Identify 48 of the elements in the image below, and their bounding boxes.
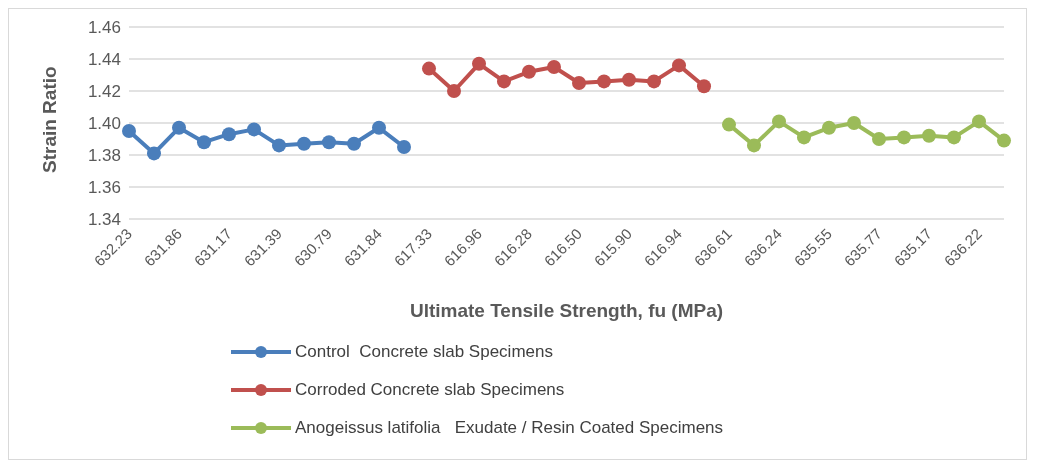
point xyxy=(322,135,336,150)
legend-label: Control Concrete slab Specimens xyxy=(295,342,553,362)
y-tick-label: 1.34 xyxy=(87,210,121,230)
x-axis-title: Ultimate Tensile Strength, fu (MPa) xyxy=(409,300,724,321)
point xyxy=(922,128,936,143)
point xyxy=(397,140,411,154)
point xyxy=(297,136,311,151)
point xyxy=(172,120,186,135)
y-tick-label: 1.36 xyxy=(87,178,121,198)
point xyxy=(572,76,586,90)
point xyxy=(797,130,811,145)
point xyxy=(597,74,611,89)
point xyxy=(972,114,986,129)
legend-label: Corroded Concrete slab Specimens xyxy=(295,380,565,400)
point xyxy=(497,74,511,89)
y-tick-label: 1.44 xyxy=(87,50,121,70)
y-tick-label: 1.46 xyxy=(87,18,121,38)
y-tick-label: 1.38 xyxy=(87,146,121,166)
y-tick-label: 1.40 xyxy=(87,114,121,134)
point xyxy=(947,130,961,145)
point xyxy=(197,135,211,150)
point xyxy=(547,60,561,74)
point xyxy=(622,72,636,87)
point xyxy=(372,120,386,135)
point xyxy=(347,136,361,151)
point xyxy=(522,64,536,79)
point xyxy=(722,117,736,132)
y-tick-label: 1.42 xyxy=(87,82,121,102)
point xyxy=(772,114,786,129)
point xyxy=(472,56,486,71)
legend-label: Anogeissus latifolia Exudate / Resin Coated Specimens xyxy=(295,418,724,438)
point xyxy=(247,122,261,137)
point xyxy=(872,132,886,146)
point xyxy=(672,58,686,73)
point xyxy=(847,116,861,130)
point xyxy=(447,84,461,98)
point xyxy=(647,74,661,89)
point xyxy=(272,138,286,153)
point xyxy=(747,138,761,153)
point xyxy=(147,146,161,161)
point xyxy=(122,124,136,138)
point xyxy=(897,130,911,145)
point xyxy=(822,120,836,135)
point xyxy=(422,61,436,76)
point xyxy=(222,127,236,142)
y-axis-title: Strain Ratio xyxy=(38,66,60,173)
point xyxy=(697,79,711,94)
point xyxy=(997,133,1011,148)
